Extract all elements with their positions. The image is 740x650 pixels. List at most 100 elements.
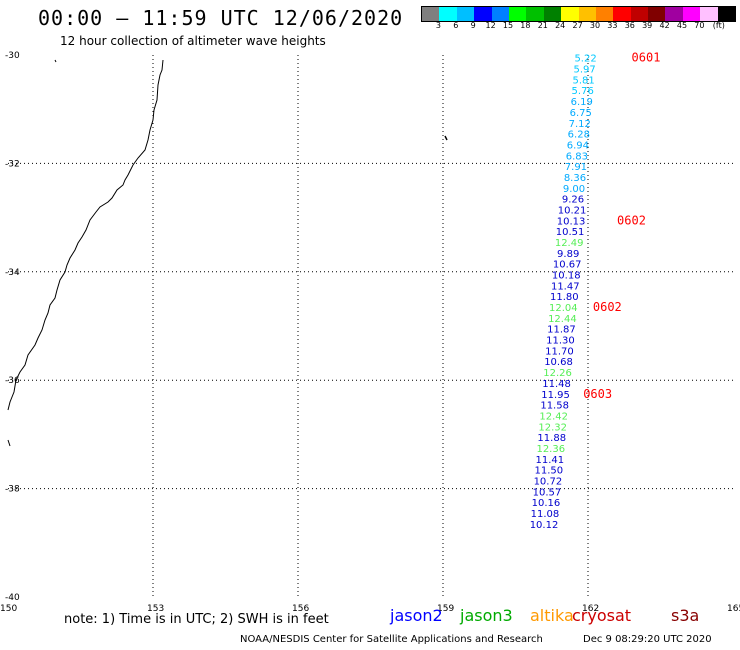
color-scale-label: 21 — [537, 21, 548, 30]
axis-ticks: 150 153 156 159 162 165 -30 -32 -34 -36 -38 -40 — [0, 51, 740, 614]
color-scale-label: 9 — [470, 21, 476, 30]
wave-height-value: 10.18 — [552, 271, 581, 282]
time-label: 0601 — [632, 51, 661, 65]
wave-height-value: 11.47 — [551, 281, 580, 292]
color-swatch — [648, 7, 666, 21]
longitude-label: 162 — [582, 604, 599, 614]
latitude-label: -34 — [5, 268, 20, 278]
wave-height-value: 11.95 — [541, 390, 570, 401]
color-swatch — [717, 7, 736, 21]
longitude-label: 159 — [437, 604, 454, 614]
time-label: 0603 — [583, 387, 612, 401]
longitude-label: 153 — [147, 604, 164, 614]
wave-height-value: 5.22 — [574, 54, 596, 65]
color-scale-label: 15 — [502, 21, 514, 30]
wave-height-value: 11.48 — [542, 379, 571, 390]
color-swatch — [578, 7, 596, 21]
map-grid — [8, 55, 733, 597]
wave-height-value: 11.80 — [550, 292, 579, 303]
wave-height-value: 11.41 — [535, 455, 564, 466]
latitude-label: -38 — [5, 485, 20, 495]
wave-height-value: 7.12 — [569, 119, 591, 130]
color-scale-label: 33 — [607, 21, 618, 30]
color-swatch — [700, 7, 718, 21]
color-swatch — [595, 7, 614, 21]
wave-height-value: 5.97 — [573, 65, 595, 76]
color-swatch — [682, 7, 701, 21]
island-marker — [444, 135, 448, 141]
wave-height-value: 12.26 — [543, 368, 572, 379]
satellite-legend-cryosat: cryosat — [572, 606, 632, 625]
color-swatch — [665, 7, 683, 21]
page-title: 00:00 – 11:59 UTC 12/06/2020 — [38, 6, 404, 30]
wave-height-value: 10.51 — [556, 227, 585, 238]
color-scale-label: 42 — [659, 21, 670, 30]
wave-height-value: 9.26 — [562, 195, 584, 206]
wave-height-value: 10.16 — [532, 498, 561, 509]
coast-fragment — [7, 439, 11, 447]
wave-height-value: 10.21 — [558, 205, 587, 216]
color-swatch — [508, 7, 527, 21]
wave-height-value: 9.00 — [563, 184, 585, 195]
time-labels: 0601 0602 0602 0603 — [583, 51, 660, 401]
wave-height-value: 10.13 — [557, 216, 586, 227]
color-swatch — [439, 7, 457, 21]
coast-speck — [54, 59, 57, 63]
color-scale-label: 30 — [589, 21, 601, 30]
wave-height-value: 6.75 — [570, 108, 592, 119]
wave-height-value: 11.88 — [537, 433, 566, 444]
color-scale-label: 12 — [485, 21, 496, 30]
color-scale-label: 45 — [676, 21, 688, 30]
color-swatch — [474, 7, 492, 21]
satellite-legend-jason3: jason3 — [460, 606, 513, 625]
latitude-label: -30 — [5, 51, 20, 61]
color-scale-label: 3 — [435, 21, 441, 30]
wave-height-value: 12.44 — [548, 314, 577, 325]
time-label: 0602 — [617, 213, 646, 227]
color-scale-label: 70 — [694, 21, 705, 30]
wave-height-value: 8.36 — [564, 173, 586, 184]
satellite-legend-s3a: s3a — [671, 606, 700, 625]
longitude-label: 150 — [0, 604, 17, 614]
color-swatch — [422, 7, 440, 21]
color-scale-label: 27 — [572, 21, 583, 30]
wave-height-value: 11.87 — [547, 325, 576, 336]
wave-height-value: 12.42 — [539, 411, 568, 422]
color-scale-label: 6 — [453, 21, 459, 30]
color-swatch — [543, 7, 562, 21]
wave-height-value: 6.94 — [567, 140, 589, 151]
wave-height-value: 5.81 — [573, 75, 595, 86]
wave-height-value: 11.70 — [545, 346, 574, 357]
color-scale-label: 18 — [520, 21, 531, 30]
wave-height-value: 6.19 — [571, 97, 593, 108]
coastline — [7, 59, 164, 411]
color-swatch — [630, 7, 649, 21]
wave-height-value: 6.28 — [568, 130, 590, 141]
color-swatch — [491, 7, 509, 21]
color-swatch — [613, 7, 631, 21]
wave-height-value: 12.32 — [538, 422, 567, 433]
longitude-label: 156 — [292, 604, 309, 614]
color-scale-labels: 3 6 9 12 15 18 21 24 27 30 33 36 39 42 45 70 (ft) — [421, 21, 740, 33]
color-scale-label: (ft) — [712, 21, 725, 30]
credit-line: NOAA/NESDIS Center for Satellite Applica… — [240, 634, 543, 645]
wave-height-value: 10.12 — [530, 520, 559, 531]
wave-height-value: 10.57 — [533, 487, 562, 498]
wave-height-value: 9.89 — [557, 249, 579, 260]
satellite-legend-jason2: jason2 — [390, 606, 443, 625]
color-scale-bar — [421, 6, 737, 22]
wave-height-value: 10.72 — [534, 476, 563, 487]
wave-height-value: 12.36 — [536, 444, 565, 455]
color-swatch — [526, 7, 544, 21]
generation-timestamp: Dec 9 08:29:20 UTC 2020 — [583, 634, 712, 645]
color-swatch — [456, 7, 475, 21]
wave-height-value: 7.91 — [565, 162, 587, 173]
observation-values: 5.225.975.815.766.196.757.126.286.946.83… — [530, 54, 597, 531]
time-label: 0602 — [593, 300, 622, 314]
wave-height-value: 6.83 — [566, 151, 588, 162]
color-scale-label: 24 — [555, 21, 566, 30]
wave-height-value: 10.68 — [544, 357, 573, 368]
page-subtitle: 12 hour collection of altimeter wave hei… — [60, 34, 326, 48]
color-swatch — [561, 7, 579, 21]
